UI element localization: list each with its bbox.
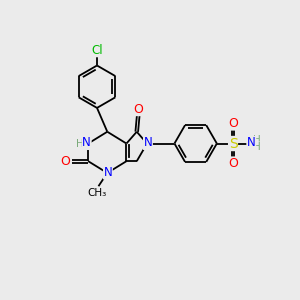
Text: O: O <box>228 157 238 170</box>
Text: H: H <box>253 142 260 152</box>
Text: Cl: Cl <box>91 44 103 57</box>
Text: H: H <box>76 139 84 148</box>
Text: N: N <box>144 136 152 149</box>
Text: H: H <box>253 135 260 145</box>
Text: O: O <box>133 103 143 116</box>
Text: CH₃: CH₃ <box>87 188 106 198</box>
Text: S: S <box>229 136 237 151</box>
Text: O: O <box>228 117 238 130</box>
Text: N: N <box>103 166 112 179</box>
Text: N: N <box>82 136 91 149</box>
Text: N: N <box>247 136 256 149</box>
Text: O: O <box>61 155 70 168</box>
